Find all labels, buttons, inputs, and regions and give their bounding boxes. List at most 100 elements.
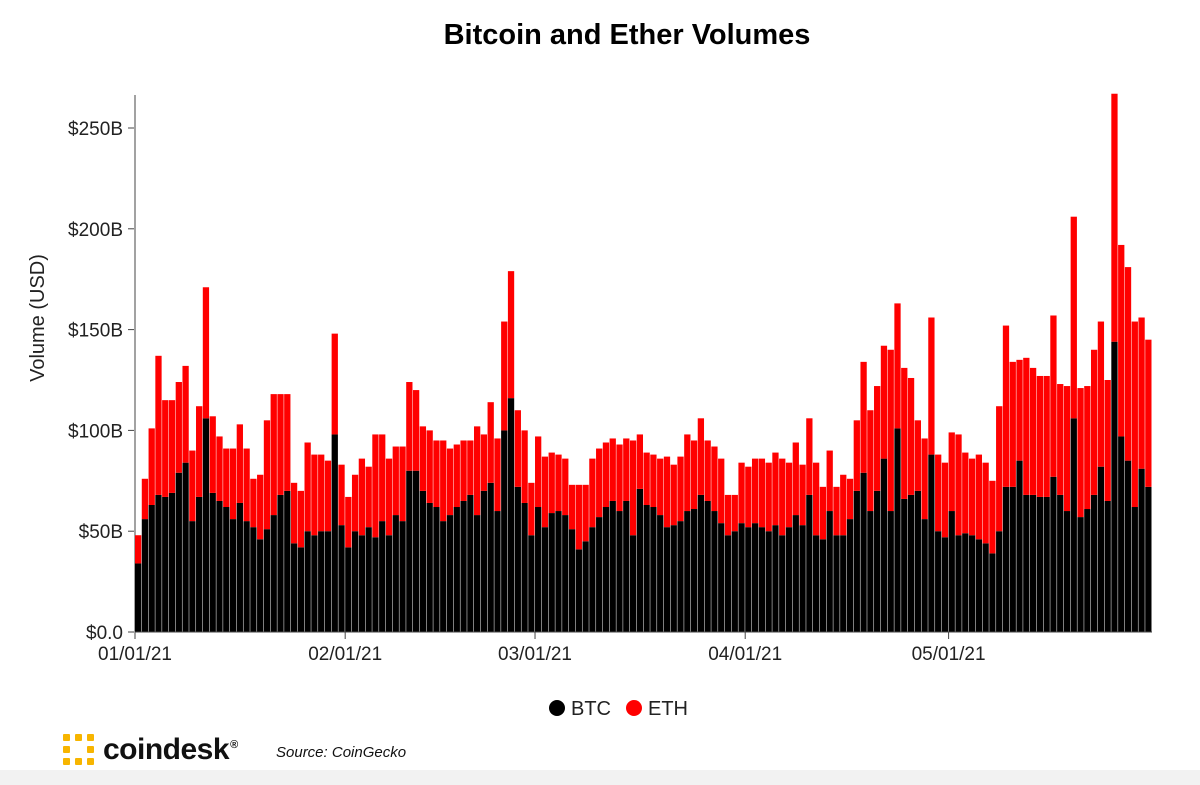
eth-bar [1111, 93, 1118, 342]
eth-bar [338, 464, 345, 526]
eth-bar [331, 333, 338, 435]
btc-bar [338, 525, 345, 632]
btc-bar [1043, 496, 1050, 632]
eth-bar [670, 464, 677, 526]
btc-bar [731, 531, 738, 632]
btc-bar [433, 507, 440, 632]
eth-bar [141, 478, 149, 520]
btc-bar [643, 504, 650, 632]
eth-bar [1057, 384, 1064, 495]
eth-bar [297, 490, 304, 548]
eth-bar [1084, 386, 1091, 510]
btc-bar [941, 537, 949, 632]
btc-bar [1124, 460, 1132, 632]
eth-bar [175, 382, 182, 473]
btc-bar [1118, 436, 1125, 632]
eth-bar [806, 418, 813, 495]
btc-bar [541, 527, 549, 632]
btc-bar [894, 428, 901, 632]
btc-bar [480, 490, 488, 632]
eth-bar [1016, 359, 1023, 461]
eth-bar [623, 438, 630, 501]
eth-bar [1029, 367, 1037, 495]
chart-title: Bitcoin and Ether Volumes [444, 19, 811, 51]
btc-bar [874, 490, 881, 632]
btc-bar [684, 511, 691, 632]
eth-bar [385, 458, 393, 536]
eth-bar [372, 434, 379, 538]
btc-bar [1104, 500, 1111, 632]
btc-bar [155, 494, 162, 632]
btc-bar [474, 515, 481, 632]
btc-bar [1023, 494, 1030, 632]
btc-bar [379, 521, 386, 632]
btc-bar [1002, 486, 1010, 632]
btc-bar [141, 519, 149, 632]
btc-bar [148, 504, 155, 632]
eth-bar [135, 535, 142, 564]
eth-bar [1063, 386, 1071, 512]
btc-bar [568, 529, 576, 632]
btc-bar [243, 521, 250, 632]
eth-bar [758, 458, 766, 528]
btc-bar [223, 507, 230, 632]
eth-bar [494, 438, 501, 512]
btc-bar [358, 535, 366, 632]
eth-bar [270, 394, 277, 516]
btc-bar [623, 500, 630, 632]
eth-bar [657, 458, 664, 516]
btc-bar [840, 535, 847, 632]
eth-bar [467, 440, 474, 495]
eth-bar [792, 442, 799, 516]
eth-bar [711, 446, 718, 512]
btc-bar [467, 494, 474, 632]
eth-bar [392, 446, 399, 516]
eth-bar [989, 480, 996, 554]
y-axis: $0.0 $50B $100B $150B $200B $250B [68, 95, 136, 644]
eth-bar [290, 482, 298, 544]
eth-bar [243, 448, 250, 522]
eth-bar [874, 386, 881, 491]
x-tick-label: 03/01/21 [498, 644, 572, 665]
eth-bar [914, 420, 921, 491]
eth-bar [887, 349, 894, 512]
eth-bar [426, 430, 433, 503]
btc-bar [880, 458, 888, 632]
btc-bar [602, 507, 610, 632]
eth-bar [1070, 216, 1077, 419]
btc-bar [677, 521, 684, 632]
eth-bar [548, 452, 555, 514]
footer: coindesk® Source: CoinGecko [0, 722, 1200, 785]
eth-bar [785, 462, 793, 528]
btc-bar [494, 511, 501, 632]
eth-bar [596, 448, 603, 518]
btc-bar [867, 511, 874, 632]
btc-bar [1145, 486, 1152, 632]
eth-bar [704, 440, 711, 501]
eth-bar [894, 303, 901, 429]
btc-bar [304, 531, 311, 632]
btc-bar [907, 494, 915, 632]
eth-bar [460, 440, 467, 501]
btc-bar [514, 486, 521, 632]
btc-bar [290, 543, 298, 632]
btc-bar [318, 531, 325, 632]
btc-bar [426, 502, 433, 632]
x-tick-label: 02/01/21 [308, 644, 382, 665]
btc-bar [975, 539, 982, 632]
btc-bar [711, 511, 718, 632]
eth-bar [521, 430, 528, 503]
btc-bar [202, 418, 210, 632]
eth-bar [609, 438, 616, 501]
eth-bar [182, 365, 189, 463]
eth-bar [406, 382, 413, 471]
eth-bar [1002, 325, 1010, 487]
x-axis: 01/01/21 02/01/21 03/01/21 04/01/21 05/01/21 [98, 631, 1152, 665]
eth-bar [440, 440, 447, 522]
btc-bar [982, 543, 989, 632]
btc-bar [297, 547, 304, 632]
eth-bar [250, 478, 257, 528]
btc-bar [582, 541, 589, 632]
eth-bar [636, 434, 643, 489]
btc-bar [1090, 494, 1098, 632]
